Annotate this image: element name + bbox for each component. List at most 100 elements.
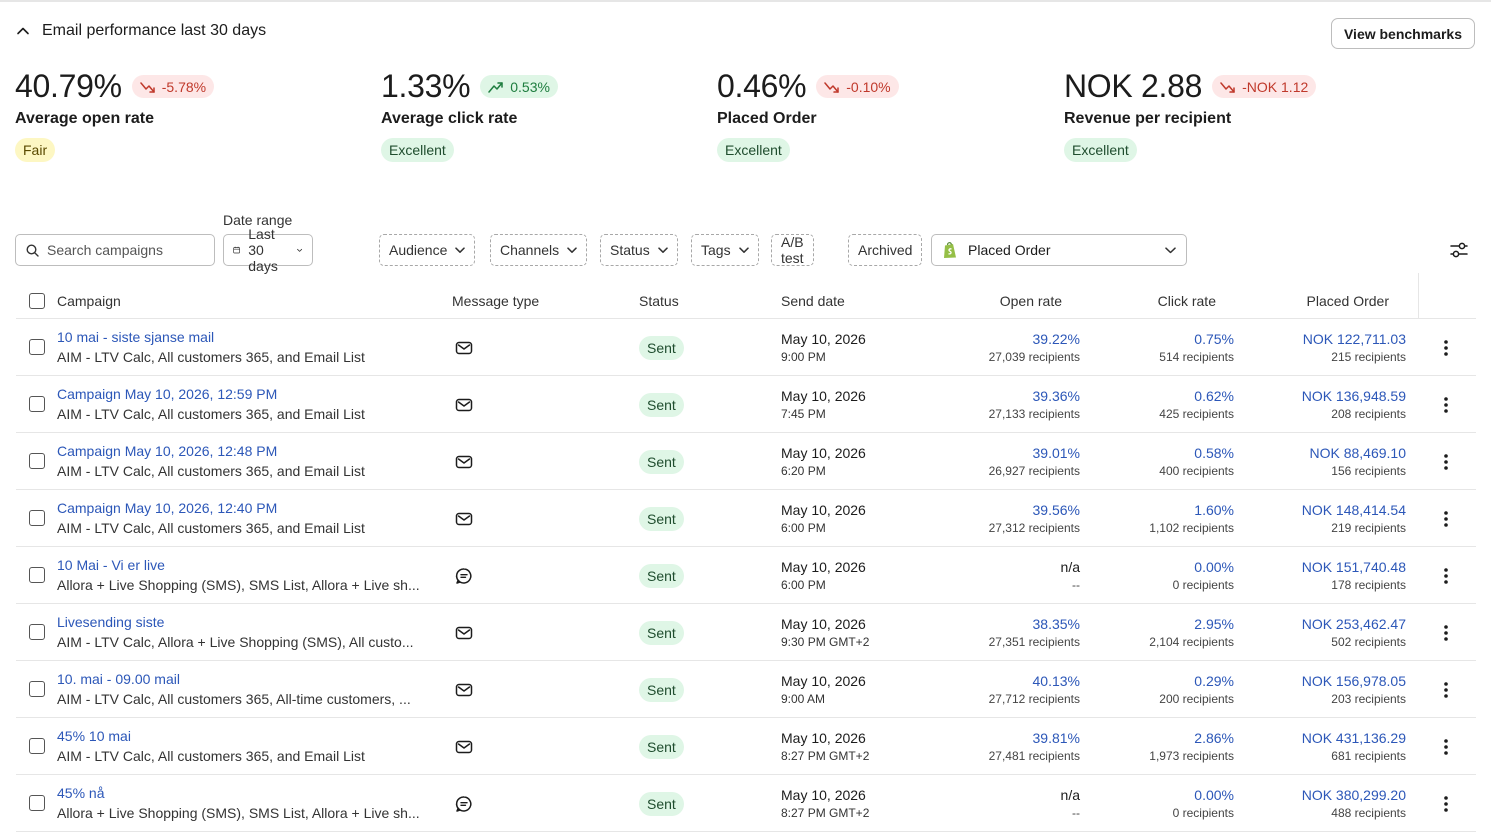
more-options-icon[interactable]: [1443, 510, 1449, 528]
audience-filter[interactable]: Audience: [379, 234, 476, 266]
click-rate-cell: 1.60% 1,102 recipients: [1149, 502, 1234, 535]
email-icon: [455, 512, 473, 526]
column-placed-order[interactable]: Placed Order: [1306, 293, 1389, 309]
email-icon: [455, 398, 473, 412]
click-rate-value[interactable]: 0.62%: [1194, 388, 1234, 404]
open-rate-value[interactable]: 39.81%: [1032, 730, 1080, 746]
search-box[interactable]: [15, 234, 215, 266]
more-options-icon[interactable]: [1443, 567, 1449, 585]
open-rate-value[interactable]: 39.22%: [1032, 331, 1080, 347]
table-row[interactable]: 10 mai - siste sjanse mail AIM - LTV Cal…: [16, 319, 1476, 376]
open-rate-value[interactable]: n/a: [1060, 787, 1080, 803]
column-click-rate[interactable]: Click rate: [1157, 293, 1216, 309]
date-range-dropdown[interactable]: Last 30 days: [223, 226, 313, 274]
table-settings-icon[interactable]: [1449, 240, 1469, 260]
table-row[interactable]: 10 Mai - Vi er live Allora + Live Shoppi…: [16, 547, 1476, 604]
placed-order-value[interactable]: NOK 253,462.47: [1301, 616, 1406, 632]
row-checkbox[interactable]: [29, 795, 45, 811]
table-row[interactable]: Campaign May 10, 2026, 12:59 PM AIM - LT…: [16, 376, 1476, 433]
click-rate-value[interactable]: 2.86%: [1194, 730, 1234, 746]
campaign-name-link[interactable]: Livesending siste: [57, 614, 165, 630]
campaign-name-link[interactable]: 10. mai - 09.00 mail: [57, 671, 180, 687]
open-rate-value[interactable]: 39.56%: [1032, 502, 1080, 518]
table-row[interactable]: 45% 10 mai AIM - LTV Calc, All customers…: [16, 718, 1476, 775]
campaign-name-link[interactable]: Campaign May 10, 2026, 12:48 PM: [57, 443, 278, 459]
column-status[interactable]: Status: [639, 293, 679, 309]
row-checkbox[interactable]: [29, 396, 45, 412]
campaign-name-link[interactable]: 45% 10 mai: [57, 728, 131, 744]
metric-value: 0.46%: [717, 68, 807, 104]
placed-order-value[interactable]: NOK 148,414.54: [1301, 502, 1406, 518]
status-badge: Sent: [639, 678, 684, 702]
click-rate-value[interactable]: 1.60%: [1194, 502, 1234, 518]
more-options-icon[interactable]: [1443, 681, 1449, 699]
open-rate-value[interactable]: 40.13%: [1032, 673, 1080, 689]
row-checkbox[interactable]: [29, 339, 45, 355]
campaign-name-link[interactable]: Campaign May 10, 2026, 12:40 PM: [57, 500, 278, 516]
send-date: May 10, 2026: [781, 445, 866, 461]
more-options-icon[interactable]: [1443, 795, 1449, 813]
click-rate-value[interactable]: 0.75%: [1194, 331, 1234, 347]
more-options-icon[interactable]: [1443, 453, 1449, 471]
table-row[interactable]: 45% nå Allora + Live Shopping (SMS), SMS…: [16, 775, 1476, 832]
message-type-cell: [455, 624, 473, 642]
view-benchmarks-button[interactable]: View benchmarks: [1330, 18, 1475, 49]
performance-collapse-toggle[interactable]: Email performance last 30 days: [16, 22, 266, 40]
click-rate-value[interactable]: 0.58%: [1194, 445, 1234, 461]
table-header: Campaign Message type Status Send date O…: [16, 273, 1476, 319]
search-input[interactable]: [47, 242, 197, 258]
channels-filter[interactable]: Channels: [490, 234, 588, 266]
archived-filter[interactable]: Archived: [848, 234, 923, 266]
table-row[interactable]: Campaign May 10, 2026, 12:48 PM AIM - LT…: [16, 433, 1476, 490]
open-rate-value[interactable]: 38.35%: [1032, 616, 1080, 632]
open-rate-value[interactable]: 39.01%: [1032, 445, 1080, 461]
chevron-down-icon: [657, 246, 668, 253]
open-rate-value[interactable]: 39.36%: [1032, 388, 1080, 404]
send-time: 9:00 PM: [781, 350, 826, 364]
placed-order-value[interactable]: NOK 156,978.05: [1301, 673, 1406, 689]
conversion-metric-select[interactable]: Placed Order: [931, 234, 1187, 266]
more-options-icon[interactable]: [1443, 624, 1449, 642]
placed-order-value[interactable]: NOK 380,299.20: [1301, 787, 1406, 803]
ab-test-filter[interactable]: A/B test: [771, 234, 814, 266]
email-icon: [455, 341, 473, 355]
campaign-name-link[interactable]: 45% nå: [57, 785, 105, 801]
placed-order-value[interactable]: NOK 122,711.03: [1302, 331, 1406, 347]
row-checkbox[interactable]: [29, 624, 45, 640]
send-time: 7:45 PM: [781, 407, 826, 421]
campaign-name-link[interactable]: 10 Mai - Vi er live: [57, 557, 165, 573]
open-rate-value[interactable]: n/a: [1060, 559, 1080, 575]
placed-order-value[interactable]: NOK 88,469.10: [1309, 445, 1406, 461]
campaign-cell: 10. mai - 09.00 mail AIM - LTV Calc, All…: [57, 671, 432, 707]
column-message-type[interactable]: Message type: [452, 293, 540, 309]
column-open-rate[interactable]: Open rate: [999, 293, 1062, 309]
email-icon: [455, 455, 473, 469]
click-rate-value[interactable]: 0.00%: [1194, 559, 1234, 575]
campaign-name-link[interactable]: Campaign May 10, 2026, 12:59 PM: [57, 386, 278, 402]
campaign-name-link[interactable]: 10 mai - siste sjanse mail: [57, 329, 215, 345]
column-send-date[interactable]: Send date: [781, 293, 845, 309]
campaign-cell: Livesending siste AIM - LTV Calc, Allora…: [57, 614, 432, 650]
row-checkbox[interactable]: [29, 681, 45, 697]
placed-order-value[interactable]: NOK 136,948.59: [1301, 388, 1406, 404]
row-checkbox[interactable]: [29, 510, 45, 526]
send-date-cell: May 10, 2026 9:00 PM: [781, 331, 866, 364]
status-filter[interactable]: Status: [600, 234, 678, 266]
row-checkbox[interactable]: [29, 738, 45, 754]
more-options-icon[interactable]: [1443, 396, 1449, 414]
table-row[interactable]: Livesending siste AIM - LTV Calc, Allora…: [16, 604, 1476, 661]
row-checkbox[interactable]: [29, 453, 45, 469]
placed-order-value[interactable]: NOK 151,740.48: [1301, 559, 1406, 575]
row-checkbox[interactable]: [29, 567, 45, 583]
table-row[interactable]: Campaign May 10, 2026, 12:40 PM AIM - LT…: [16, 490, 1476, 547]
column-campaign[interactable]: Campaign: [57, 293, 121, 309]
click-rate-value[interactable]: 0.29%: [1194, 673, 1234, 689]
select-all-checkbox[interactable]: [29, 293, 45, 309]
table-row[interactable]: 10. mai - 09.00 mail AIM - LTV Calc, All…: [16, 661, 1476, 718]
tags-filter[interactable]: Tags: [691, 234, 759, 266]
click-rate-value[interactable]: 0.00%: [1194, 787, 1234, 803]
more-options-icon[interactable]: [1443, 339, 1449, 357]
click-rate-value[interactable]: 2.95%: [1194, 616, 1234, 632]
placed-order-value[interactable]: NOK 431,136.29: [1301, 730, 1406, 746]
more-options-icon[interactable]: [1443, 738, 1449, 756]
